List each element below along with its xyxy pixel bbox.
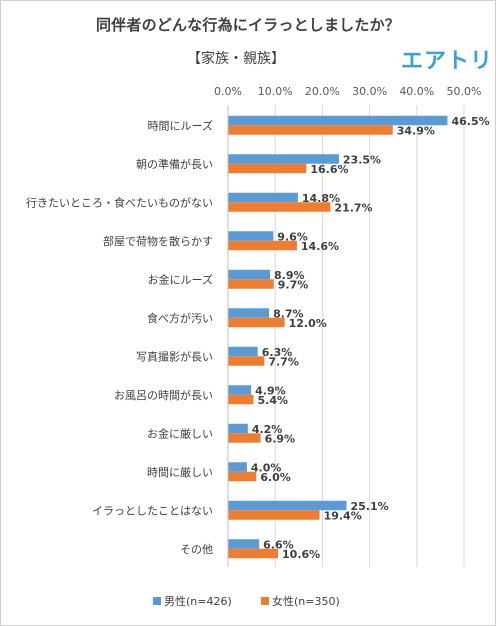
data-label-female: 5.4% — [257, 394, 288, 407]
legend-label-male: 男性(n=426) — [164, 594, 232, 608]
category-label: お金に厳しい — [147, 426, 213, 440]
category-label: お金にルーズ — [148, 272, 213, 286]
bar-female — [228, 202, 331, 212]
category-label: 行きたいところ・食べたいものがない — [26, 195, 213, 209]
category-label: 食べ方が汚い — [147, 311, 213, 325]
data-label-male: 25.1% — [350, 500, 388, 513]
x-tick-label: 0.0% — [214, 85, 242, 98]
bar-female — [228, 510, 320, 520]
data-label-female: 14.6% — [301, 240, 339, 253]
data-label-female: 19.4% — [324, 509, 362, 522]
category-label: イラっとしたことはない — [92, 504, 213, 517]
legend-label-female: 女性(n=350) — [272, 594, 340, 608]
data-label-male: 46.5% — [451, 115, 489, 128]
chart-title: 同伴者のどんな行為にイラっとしましたか？ — [95, 16, 400, 34]
bar-female — [228, 163, 307, 174]
bar-female — [228, 548, 279, 559]
bar-male — [228, 539, 260, 549]
bar-male — [228, 423, 248, 434]
chart-subtitle: 【家族・親族】 — [187, 51, 285, 67]
data-label-male: 14.8% — [302, 192, 340, 205]
bar-female — [228, 433, 261, 443]
bar-male — [228, 500, 347, 511]
bar-male — [228, 308, 270, 318]
data-label-male: 8.7% — [273, 307, 304, 320]
data-label-male: 8.9% — [274, 269, 305, 282]
x-tick-label: 50.0% — [447, 85, 482, 98]
brand-logo: エアトリ — [401, 49, 494, 74]
data-label-female: 6.9% — [265, 432, 296, 445]
bar-male — [228, 462, 247, 472]
x-tick-label: 10.0% — [258, 85, 293, 98]
category-label: 朝の準備が長い — [136, 157, 213, 171]
x-tick-label: 20.0% — [305, 85, 340, 98]
x-tick-label: 30.0% — [352, 85, 387, 98]
bar-female — [228, 471, 257, 482]
bar-male — [228, 231, 274, 241]
legend-swatch-female — [261, 597, 269, 605]
category-label: その他 — [180, 543, 213, 556]
data-label-female: 6.0% — [260, 471, 291, 484]
bar-female — [228, 240, 297, 251]
data-label-female: 21.7% — [334, 201, 372, 214]
data-label-female: 10.6% — [282, 548, 320, 561]
data-label-male: 9.6% — [277, 230, 308, 243]
category-label: 写真撮影が長い — [136, 349, 213, 363]
data-label-female: 34.9% — [397, 124, 435, 137]
bar-female — [228, 125, 393, 135]
bar-male — [228, 346, 258, 357]
bar-male — [228, 385, 252, 395]
data-label-female: 16.6% — [310, 163, 348, 176]
data-label-female: 9.7% — [278, 278, 309, 291]
data-label-male: 23.5% — [343, 153, 381, 166]
category-label: 部屋で荷物を散らかす — [103, 234, 213, 248]
bar-female — [228, 394, 254, 405]
bar-male — [228, 269, 271, 280]
category-label: 時間にルーズ — [148, 118, 213, 132]
bar-male — [228, 115, 448, 126]
data-label-female: 12.0% — [289, 317, 327, 330]
bar-male — [228, 192, 298, 203]
bar-male — [228, 154, 339, 164]
category-label: お風呂の時間が長い — [114, 388, 213, 402]
category-label: 時間に厳しい — [147, 465, 213, 479]
x-tick-label: 40.0% — [399, 85, 434, 98]
data-label-male: 6.3% — [262, 346, 293, 359]
bar-female — [228, 356, 265, 366]
data-label-male: 4.0% — [251, 461, 282, 474]
data-label-male: 4.2% — [252, 423, 283, 436]
data-label-male: 6.6% — [263, 538, 294, 551]
legend-swatch-male — [153, 597, 161, 605]
bar-female — [228, 279, 274, 289]
bar-female — [228, 317, 285, 328]
data-label-male: 4.9% — [255, 384, 286, 397]
data-label-female: 7.7% — [268, 355, 299, 368]
